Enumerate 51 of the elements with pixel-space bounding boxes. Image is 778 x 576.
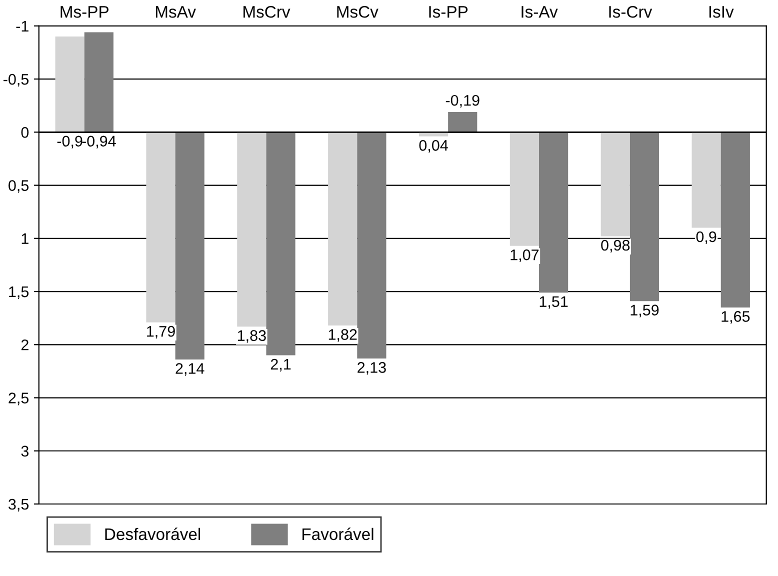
data-label: -0,9 <box>57 136 82 148</box>
data-label: 1,82 <box>328 329 357 342</box>
y-tick-label: 1 <box>22 233 28 244</box>
data-label: 1,83 <box>238 330 266 343</box>
data-label: 1,79 <box>147 326 175 339</box>
data-label: -0,94 <box>82 136 116 148</box>
x-tick-label: IsIv <box>709 6 734 18</box>
bar <box>84 32 114 132</box>
legend-label: Desfavorável <box>105 528 200 540</box>
bar <box>600 132 630 236</box>
y-tick-label: 1,5 <box>9 286 29 300</box>
bar <box>175 132 204 360</box>
y-tick-label: -0,5 <box>4 74 29 87</box>
bar <box>510 132 540 246</box>
bar <box>539 132 568 293</box>
bar <box>448 112 478 132</box>
bar <box>266 132 296 356</box>
data-label: 2,1 <box>270 358 291 372</box>
data-label: -0,19 <box>446 94 480 108</box>
bar <box>328 132 358 326</box>
y-tick-label: 3 <box>21 446 29 457</box>
x-tick-label: Is-Av <box>522 6 558 18</box>
data-label: 1,65 <box>722 311 750 324</box>
data-label: 0,04 <box>419 140 448 153</box>
y-tick-label: 3,5 <box>8 498 29 512</box>
x-tick-label: MsCrv <box>244 6 290 18</box>
x-tick-label: MsAv <box>156 6 196 18</box>
data-label: 0,9 <box>696 231 716 244</box>
y-tick-label: 0 <box>21 127 29 138</box>
bar <box>720 132 750 308</box>
data-label: 1,07 <box>510 249 539 262</box>
data-label: 1,59 <box>630 304 659 318</box>
y-tick-label: 2,5 <box>8 392 29 406</box>
legend-label: Favorável <box>302 528 374 540</box>
x-tick-label: Ms-PP <box>60 6 108 18</box>
data-label: 0,98 <box>601 240 630 252</box>
data-label: 2,14 <box>176 363 204 376</box>
bar <box>630 132 660 302</box>
bar <box>357 132 386 358</box>
y-tick-label: 2 <box>21 340 28 350</box>
bar <box>237 132 266 327</box>
bar <box>55 36 84 132</box>
data-label: 2,13 <box>358 362 386 375</box>
bar <box>146 132 176 322</box>
x-tick-label: Is-PP <box>429 6 468 18</box>
y-tick-label: 0,5 <box>8 180 29 193</box>
bar <box>692 132 721 228</box>
data-label: 1,51 <box>540 296 568 309</box>
x-tick-label: Is-Crv <box>609 6 652 18</box>
y-tick-label: -1 <box>16 20 28 32</box>
x-tick-label: MsCv <box>337 6 378 18</box>
